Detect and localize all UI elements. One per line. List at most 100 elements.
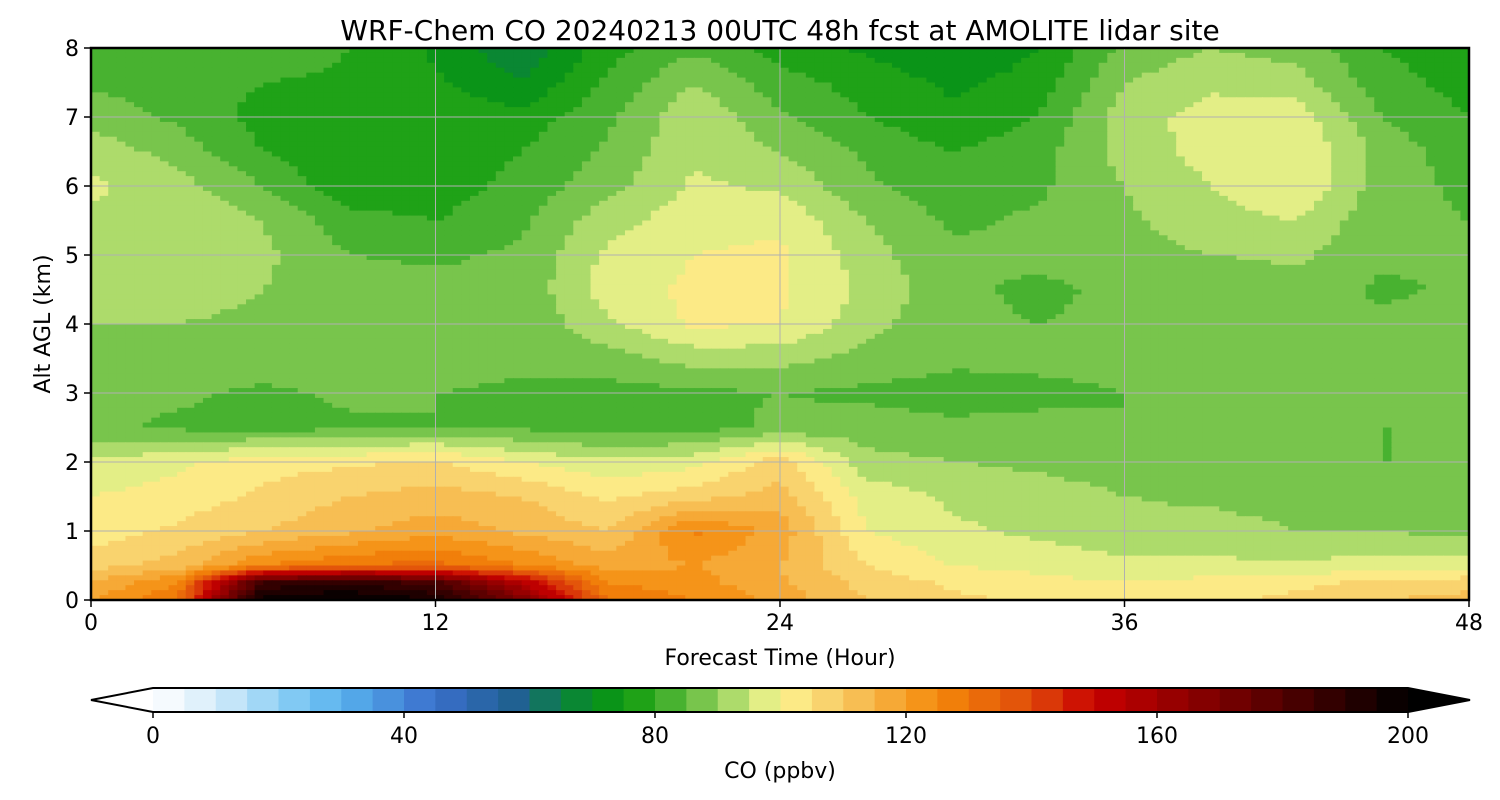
heat-cell	[1313, 87, 1324, 93]
heat-cell	[581, 136, 592, 143]
heat-cell	[1133, 151, 1143, 158]
heat-cell	[521, 62, 531, 69]
heat-cell	[642, 151, 652, 158]
heat-cell	[263, 72, 273, 79]
heat-cell	[452, 77, 462, 84]
heat-cell	[917, 107, 928, 113]
heat-cell	[332, 97, 342, 103]
heat-cell	[1046, 107, 1057, 113]
heat-cell	[788, 195, 798, 202]
heat-cell	[375, 181, 385, 187]
heat-cell	[332, 72, 342, 79]
heat-cell	[1021, 117, 1031, 123]
heat-cell	[538, 87, 549, 93]
heat-cell	[349, 77, 359, 84]
heat-cell	[1425, 117, 1436, 123]
heat-cell	[711, 92, 721, 98]
heat-cell	[280, 190, 290, 197]
heat-cell	[693, 171, 704, 177]
heat-cell	[1417, 62, 1427, 69]
heat-cell	[952, 77, 962, 84]
heat-cell	[823, 52, 833, 59]
heat-cell	[719, 52, 729, 59]
heat-cell	[504, 57, 514, 64]
heat-cell	[1434, 77, 1444, 84]
heat-cell	[392, 161, 402, 167]
heat-cell	[736, 166, 747, 172]
heat-cell	[1391, 171, 1401, 177]
heat-cell	[151, 141, 161, 148]
heat-cell	[874, 161, 884, 167]
heat-cell	[1184, 82, 1194, 89]
heat-cell	[1262, 102, 1272, 108]
heat-cell	[969, 126, 979, 133]
heat-cell	[289, 87, 299, 93]
heat-cell	[1150, 126, 1160, 133]
heat-cell	[711, 97, 721, 103]
heat-cell	[263, 166, 273, 172]
heat-cell	[246, 92, 256, 98]
heat-cell	[668, 57, 678, 64]
heat-cell	[1219, 181, 1229, 187]
heat-cell	[461, 146, 471, 153]
heat-cell	[754, 195, 764, 202]
heat-cell	[883, 107, 893, 113]
heat-cell	[1098, 72, 1108, 79]
heat-cell	[1098, 131, 1108, 138]
heat-cell	[168, 121, 178, 128]
heat-cell	[1417, 136, 1427, 143]
heat-cell	[547, 166, 557, 172]
heat-cell	[564, 87, 574, 93]
heat-cell	[978, 112, 988, 118]
heat-cell	[1090, 181, 1100, 187]
heat-cell	[823, 136, 833, 143]
heat-cell	[1210, 181, 1220, 187]
heat-cell	[435, 186, 445, 192]
heat-cell	[711, 131, 721, 138]
heat-cell	[883, 97, 893, 103]
heat-cell	[1202, 171, 1212, 177]
heat-cell	[1115, 117, 1126, 123]
heat-cell	[1451, 166, 1461, 172]
heat-cell	[590, 67, 600, 74]
heat-cell	[823, 77, 833, 84]
heat-cell	[1382, 57, 1393, 64]
heat-cell	[1021, 107, 1031, 113]
heat-cell	[392, 126, 402, 133]
heat-cell	[452, 62, 462, 69]
heat-cell	[1184, 126, 1194, 133]
heat-cell	[1124, 166, 1134, 172]
heat-cell	[1046, 82, 1057, 89]
heat-cell	[633, 72, 643, 79]
heat-cell	[116, 181, 127, 187]
heat-cell	[495, 146, 505, 153]
heat-cell	[323, 151, 333, 158]
heat-cell	[780, 171, 790, 177]
heat-cell	[142, 200, 152, 207]
heat-cell	[978, 87, 988, 93]
heat-cell	[599, 97, 609, 103]
heat-cell	[1003, 67, 1014, 74]
heat-cell	[616, 107, 626, 113]
heat-cell	[1374, 62, 1384, 69]
heat-cell	[1305, 156, 1315, 162]
heat-cell	[1270, 131, 1281, 138]
heat-cell	[504, 166, 514, 172]
heat-cell	[909, 126, 919, 133]
heat-cell	[185, 92, 195, 98]
heat-cell	[452, 146, 462, 153]
heat-cell	[246, 141, 256, 148]
heat-cell	[99, 48, 109, 54]
heat-cell	[823, 72, 833, 79]
heat-cell	[306, 176, 316, 182]
heat-cell	[1029, 151, 1039, 158]
heat-cell	[1176, 92, 1186, 98]
heat-cell	[1219, 67, 1229, 74]
heat-cell	[900, 67, 910, 74]
heat-cell	[831, 117, 841, 123]
heat-cell	[556, 161, 566, 167]
heat-cell	[866, 57, 876, 64]
heat-cell	[745, 166, 755, 172]
heat-cell	[1072, 195, 1083, 202]
heat-cell	[263, 87, 273, 93]
